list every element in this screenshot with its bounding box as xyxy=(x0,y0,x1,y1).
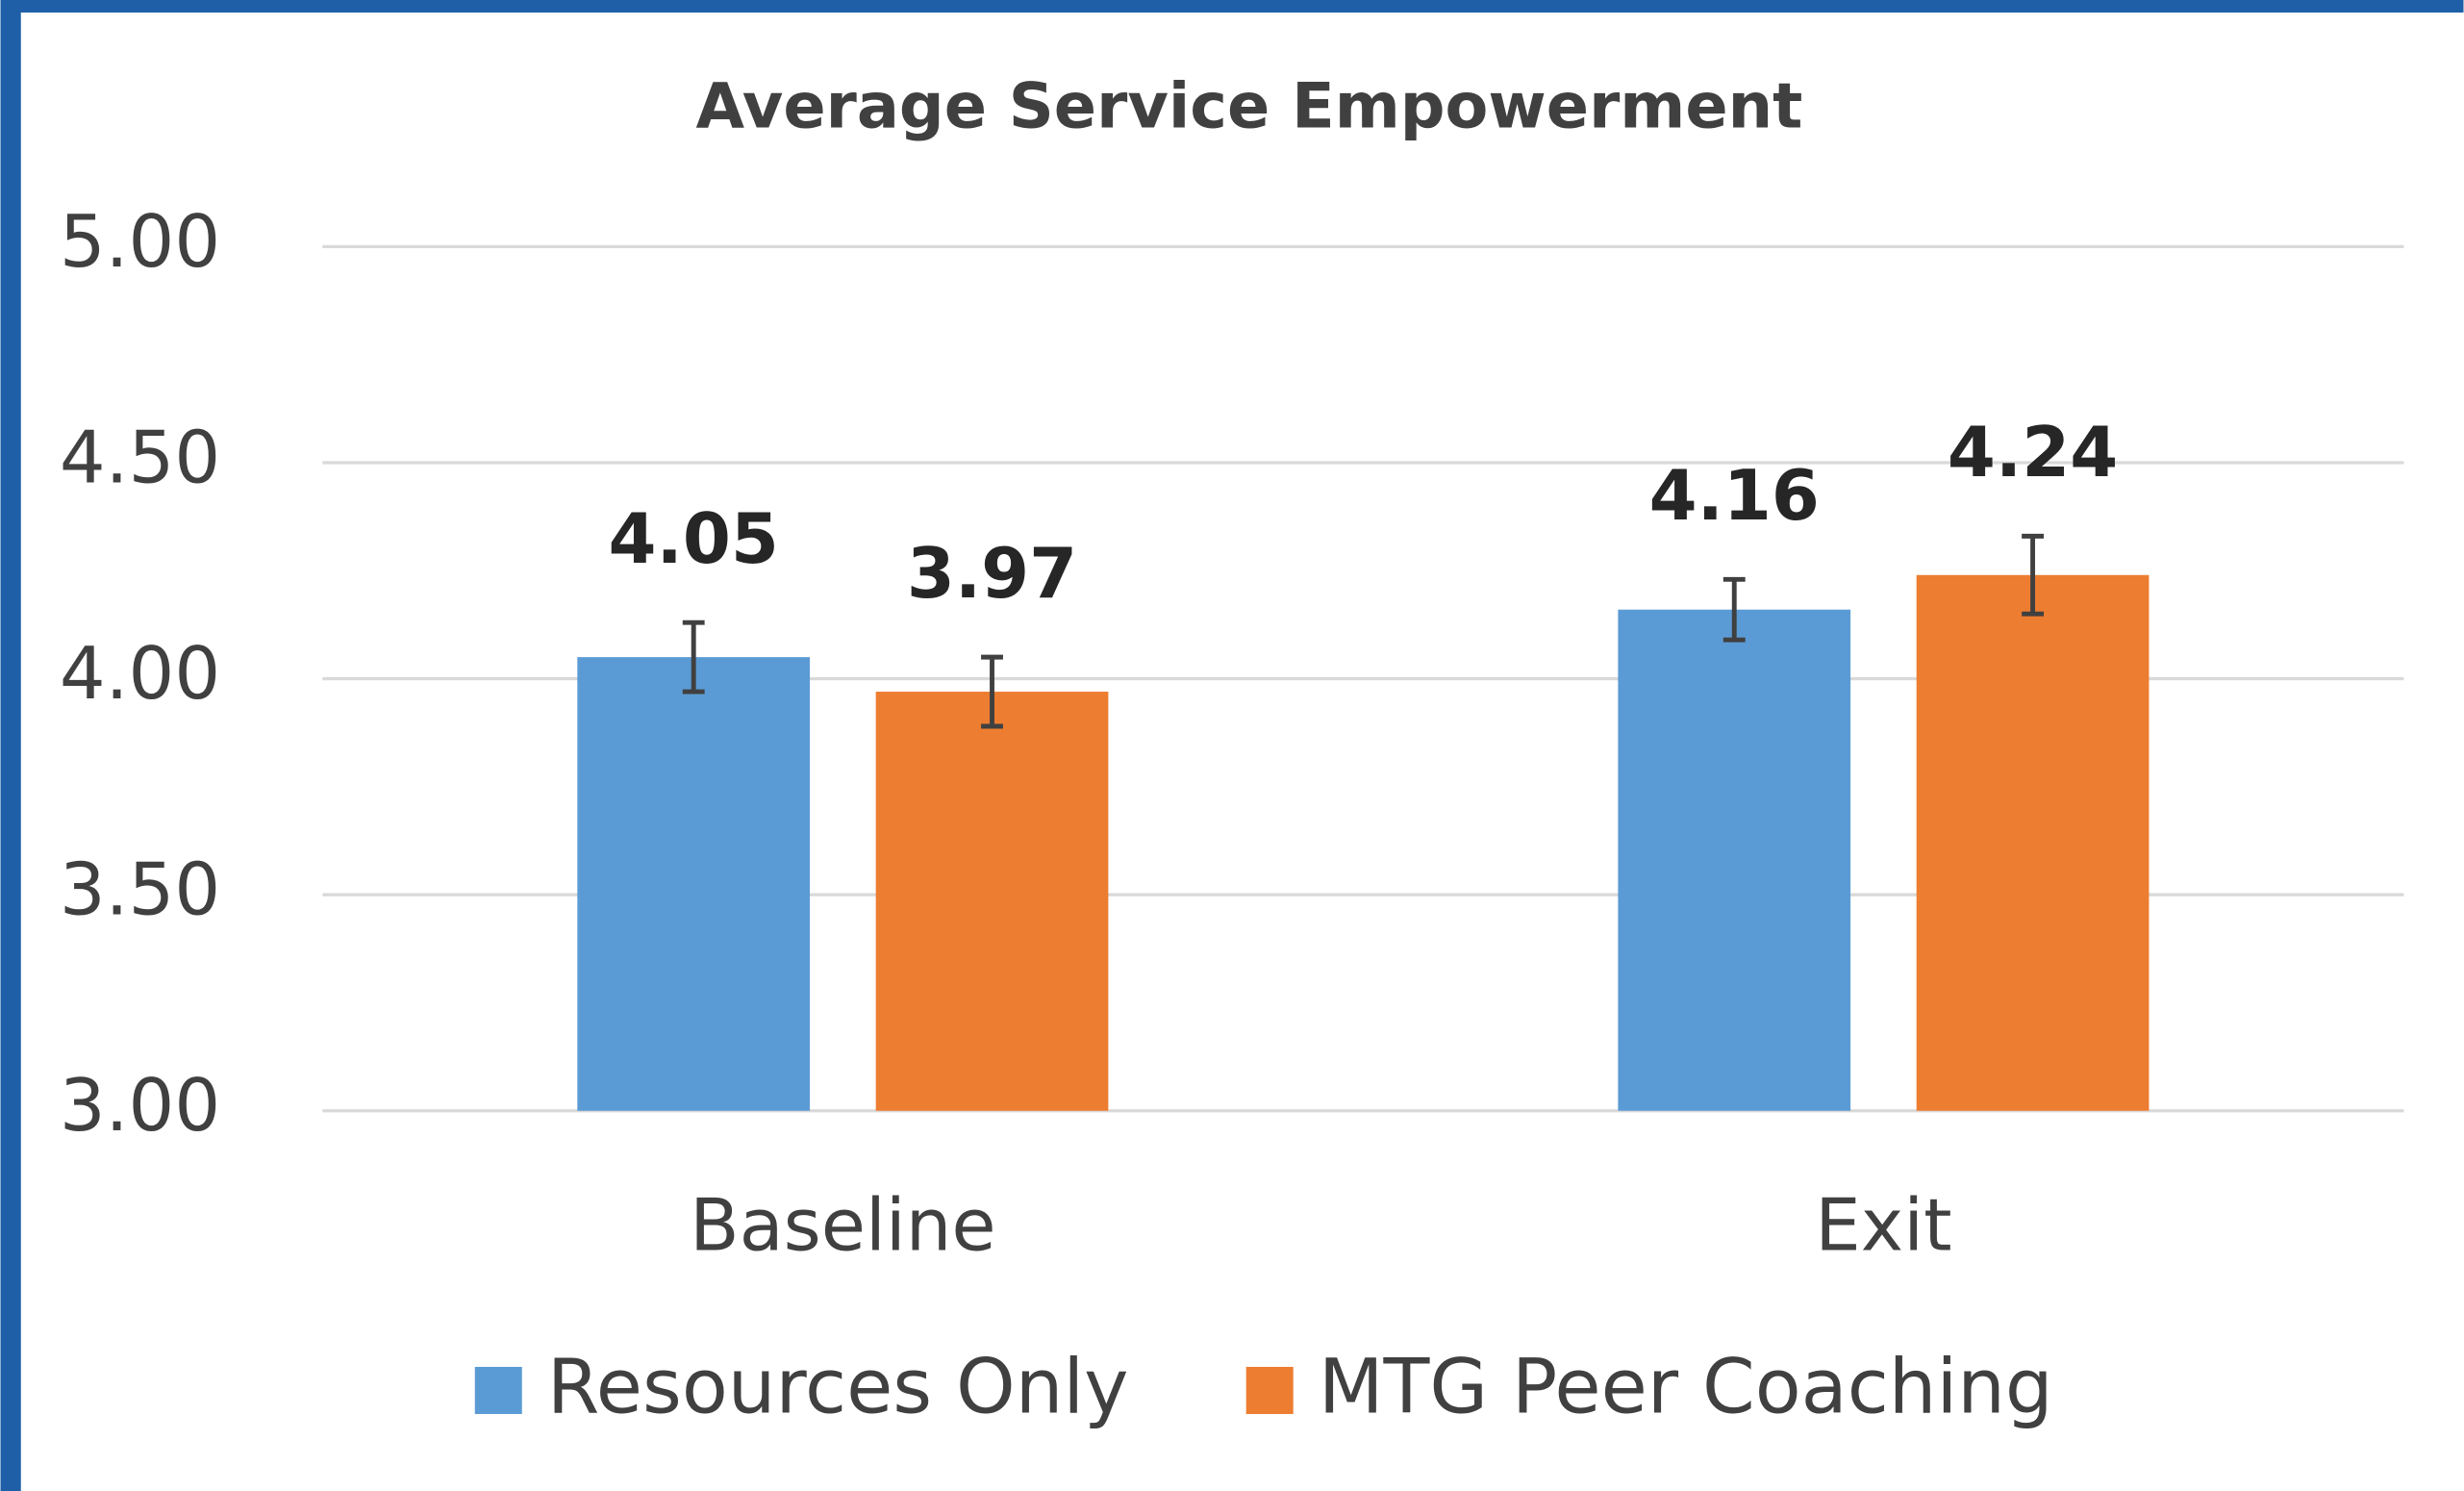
y-tick-label: 3.00 xyxy=(60,1063,220,1148)
data-label: 3.97 xyxy=(907,533,1077,614)
legend-swatch xyxy=(474,1366,522,1414)
bar xyxy=(1916,574,2150,1111)
legend-swatch xyxy=(1245,1366,1294,1414)
bar xyxy=(875,692,1109,1111)
bar xyxy=(577,657,811,1111)
x-tick-label: Baseline xyxy=(690,1182,996,1267)
y-tick-label: 4.50 xyxy=(60,416,220,500)
y-tick-label: 4.00 xyxy=(60,631,220,716)
legend-label: MTG Peer Coaching xyxy=(1319,1344,2053,1431)
legend-label: Resources Only xyxy=(547,1344,1129,1431)
bar xyxy=(1618,609,1851,1111)
y-tick-label: 5.00 xyxy=(60,199,220,284)
data-label: 4.24 xyxy=(1948,412,2118,493)
y-tick-label: 3.50 xyxy=(60,847,220,932)
data-label: 4.16 xyxy=(1649,455,1820,536)
chart-title: Average Service Empowerment xyxy=(696,69,1803,142)
x-tick-label: Exit xyxy=(1815,1182,1951,1267)
data-label: 4.05 xyxy=(609,498,779,579)
